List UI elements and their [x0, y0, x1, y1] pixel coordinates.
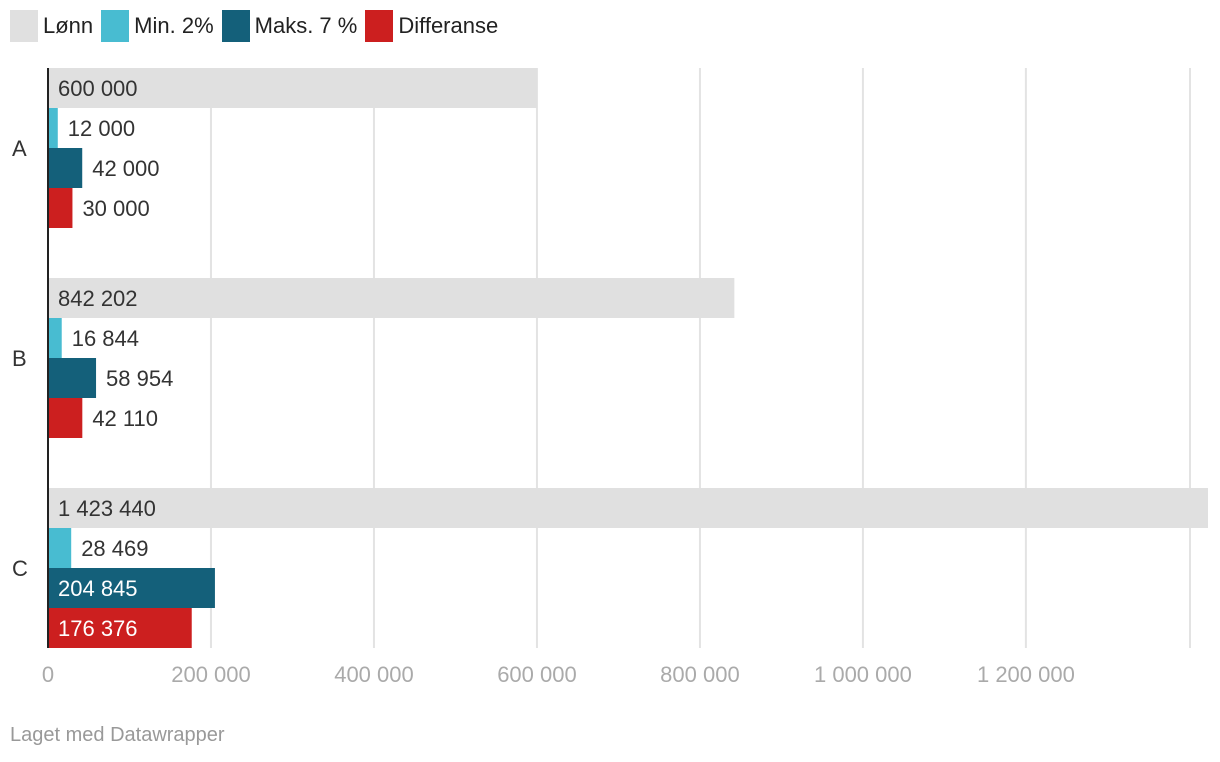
bar — [48, 358, 97, 398]
data-label: 42 110 — [92, 406, 158, 431]
data-label: 600 000 — [58, 76, 138, 101]
bar — [48, 488, 1208, 528]
data-label: 12 000 — [68, 116, 135, 141]
bar — [48, 568, 215, 608]
legend-label: Lønn — [43, 13, 94, 38]
legend-label: Differanse — [398, 13, 499, 38]
bar — [48, 278, 735, 318]
category-label: A — [12, 136, 27, 161]
legend-swatch — [221, 10, 250, 42]
data-label: 176 376 — [58, 616, 138, 641]
data-label: 842 202 — [58, 286, 138, 311]
x-tick-label: 1 200 000 — [977, 662, 1075, 687]
footer-credit: Laget med Datawrapper — [10, 724, 225, 746]
legend: Lønn Min. 2% Maks. 7 % Differanse — [10, 10, 506, 42]
x-tick-label: 400 000 — [334, 662, 414, 687]
bar-chart: 0 200 000 400 000 600 000 800 000 1 000 000 1 … — [12, 68, 1208, 687]
x-tick-label: 600 000 — [497, 662, 577, 687]
category-label: C — [12, 556, 28, 581]
legend-item: Lønn — [10, 10, 93, 42]
legend-label: Min. 2% — [134, 13, 214, 38]
bar — [48, 318, 62, 358]
bar — [48, 528, 72, 568]
data-label: 42 000 — [92, 156, 159, 181]
bar — [48, 398, 83, 438]
x-tick-label: 200 000 — [171, 662, 251, 687]
bar — [48, 148, 83, 188]
legend-item: Maks. 7 % — [221, 10, 358, 42]
bar — [48, 68, 537, 108]
data-label: 58 954 — [106, 366, 173, 391]
legend-swatch — [10, 10, 38, 42]
category-label: B — [12, 346, 27, 371]
data-label: 30 000 — [82, 196, 149, 221]
legend-swatch — [365, 10, 394, 42]
data-label: 28 469 — [81, 536, 148, 561]
bar — [48, 608, 192, 648]
bar — [48, 108, 58, 148]
legend-item: Min. 2% — [101, 10, 214, 42]
data-label: 16 844 — [72, 326, 139, 351]
x-tick-label: 800 000 — [660, 662, 740, 687]
bar — [48, 188, 73, 228]
data-label: 204 845 — [58, 576, 138, 601]
legend-item: Differanse — [365, 10, 498, 42]
data-label: 1 423 440 — [58, 496, 156, 521]
x-tick-label: 1 000 000 — [814, 662, 912, 687]
x-tick-label: 0 — [42, 662, 54, 687]
legend-label: Maks. 7 % — [254, 13, 358, 38]
legend-swatch — [101, 10, 130, 42]
